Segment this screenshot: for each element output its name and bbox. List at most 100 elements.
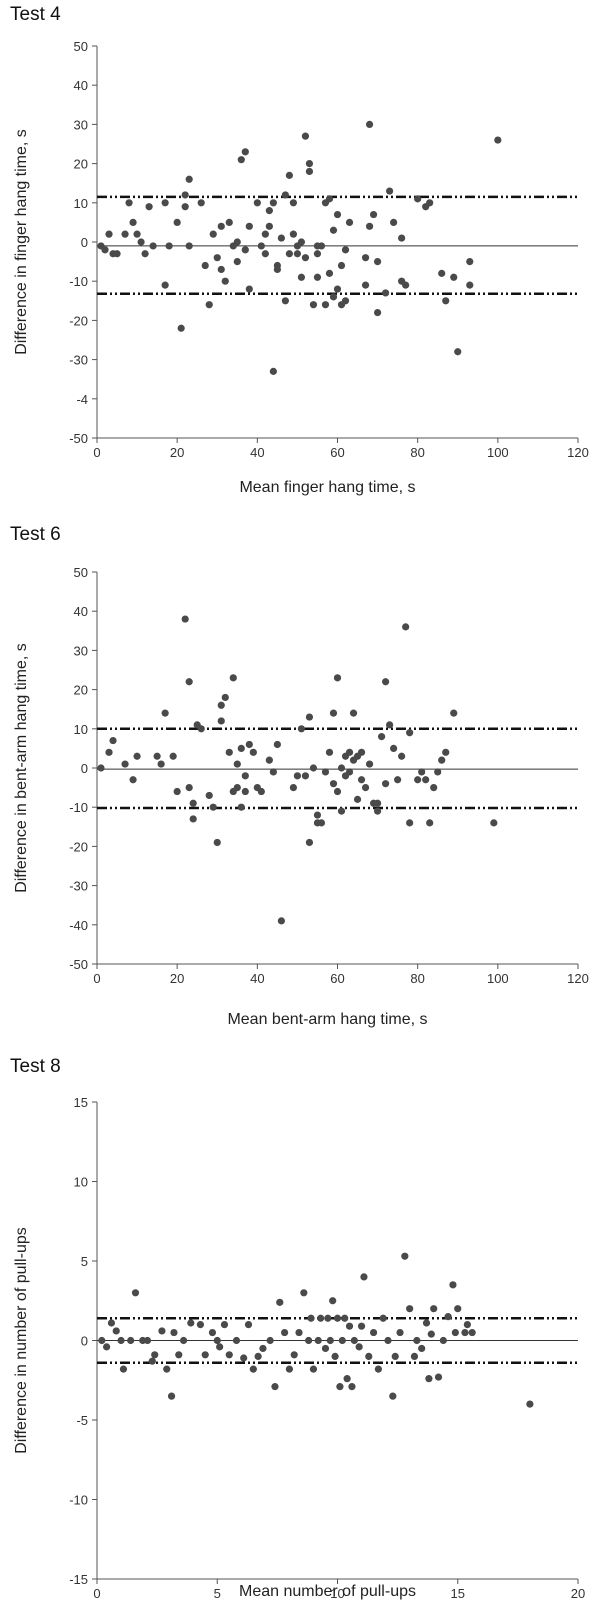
data-point xyxy=(341,297,350,305)
x-tick-label: 0 xyxy=(93,971,100,986)
data-point xyxy=(325,748,334,756)
data-point xyxy=(297,725,306,733)
data-point xyxy=(454,348,462,356)
data-point xyxy=(430,784,438,792)
data-point xyxy=(360,1273,368,1281)
data-point xyxy=(229,674,237,682)
data-point xyxy=(175,1351,183,1359)
data-point xyxy=(161,709,169,717)
data-point xyxy=(97,764,105,772)
y-tick-label: 50 xyxy=(74,39,88,54)
data-point xyxy=(414,776,422,784)
chart-panel-test8: Test 8 15 10 5 0 -5 -10 -15 0 5 10 15 20 Mean number… xyxy=(0,1052,614,1607)
data-point xyxy=(305,713,314,721)
data-point xyxy=(185,784,193,792)
data-point xyxy=(233,784,241,792)
data-point xyxy=(325,269,334,277)
data-point xyxy=(121,230,129,238)
x-axis-title: Mean bent-arm hang time, s xyxy=(227,1011,427,1028)
data-point xyxy=(305,1336,313,1345)
data-point xyxy=(309,764,318,772)
data-point xyxy=(494,136,502,144)
data-point xyxy=(413,1336,421,1345)
data-point xyxy=(466,258,474,266)
data-point xyxy=(301,254,310,262)
data-point xyxy=(257,787,265,796)
data-point xyxy=(329,293,338,301)
data-point xyxy=(379,1314,387,1322)
data-point xyxy=(213,254,221,262)
x-tick-label: 100 xyxy=(487,971,509,986)
x-tick-label: 0 xyxy=(93,1586,100,1601)
data-point xyxy=(245,285,253,293)
data-point xyxy=(217,265,225,274)
data-point xyxy=(281,191,289,199)
data-point xyxy=(157,760,165,768)
data-point xyxy=(276,1298,284,1306)
data-point xyxy=(329,226,338,234)
y-tick-label: -30 xyxy=(69,879,88,894)
y-tick-label: 10 xyxy=(74,1175,88,1190)
x-axis-title: Mean finger hang time, s xyxy=(239,479,415,496)
data-point xyxy=(361,281,370,289)
data-point xyxy=(269,768,277,776)
data-point xyxy=(336,1383,344,1391)
data-point xyxy=(225,748,233,756)
data-point xyxy=(427,1330,435,1338)
data-point xyxy=(402,281,410,289)
data-point xyxy=(265,756,273,764)
data-point xyxy=(313,273,322,281)
data-point xyxy=(321,768,330,776)
data-point xyxy=(105,748,113,756)
data-point xyxy=(173,787,181,796)
data-point xyxy=(391,1352,399,1360)
data-point xyxy=(461,1328,469,1337)
data-point xyxy=(117,1336,125,1345)
data-point xyxy=(265,222,273,230)
data-point xyxy=(289,199,298,207)
data-point xyxy=(309,1365,318,1373)
x-tick-label: 60 xyxy=(330,971,344,986)
x-tick-label: 100 xyxy=(487,445,509,460)
y-axis-title: Difference in number of pull-ups xyxy=(13,1227,30,1454)
data-point xyxy=(249,748,257,756)
data-point xyxy=(269,199,277,207)
data-point xyxy=(98,1336,106,1345)
data-point xyxy=(390,218,398,226)
data-point xyxy=(216,1343,224,1351)
data-point xyxy=(241,148,249,156)
data-point xyxy=(197,725,205,733)
data-point xyxy=(329,780,338,788)
y-tick-label: -20 xyxy=(69,313,88,328)
data-point xyxy=(305,160,314,168)
data-point xyxy=(384,1336,392,1345)
data-point xyxy=(345,748,354,756)
data-point xyxy=(265,207,273,215)
data-point xyxy=(290,1351,298,1359)
data-point xyxy=(177,324,185,332)
data-point xyxy=(355,1343,363,1351)
data-point xyxy=(179,1336,188,1345)
data-point xyxy=(317,819,326,827)
data-point xyxy=(167,1392,176,1400)
data-point xyxy=(209,803,217,811)
scatter-plot-test8: 15 10 5 0 -5 -10 -15 0 5 10 15 20 Mean number of pul… xyxy=(13,1095,585,1601)
x-tick-label: 80 xyxy=(410,445,424,460)
data-point xyxy=(221,277,229,285)
data-point xyxy=(343,1375,351,1383)
data-point xyxy=(233,258,241,266)
data-point xyxy=(185,242,193,250)
x-tick-label: 0 xyxy=(93,445,100,460)
data-point xyxy=(357,776,366,784)
data-point xyxy=(125,199,133,207)
data-point xyxy=(410,1352,419,1360)
y-tick-label: -10 xyxy=(69,274,88,289)
data-point xyxy=(305,838,314,847)
data-point xyxy=(365,120,374,128)
data-point xyxy=(158,1327,166,1335)
data-point xyxy=(329,1297,337,1305)
data-point xyxy=(205,791,213,800)
data-point xyxy=(148,1357,156,1365)
data-point xyxy=(350,1336,358,1345)
data-point xyxy=(317,242,326,250)
